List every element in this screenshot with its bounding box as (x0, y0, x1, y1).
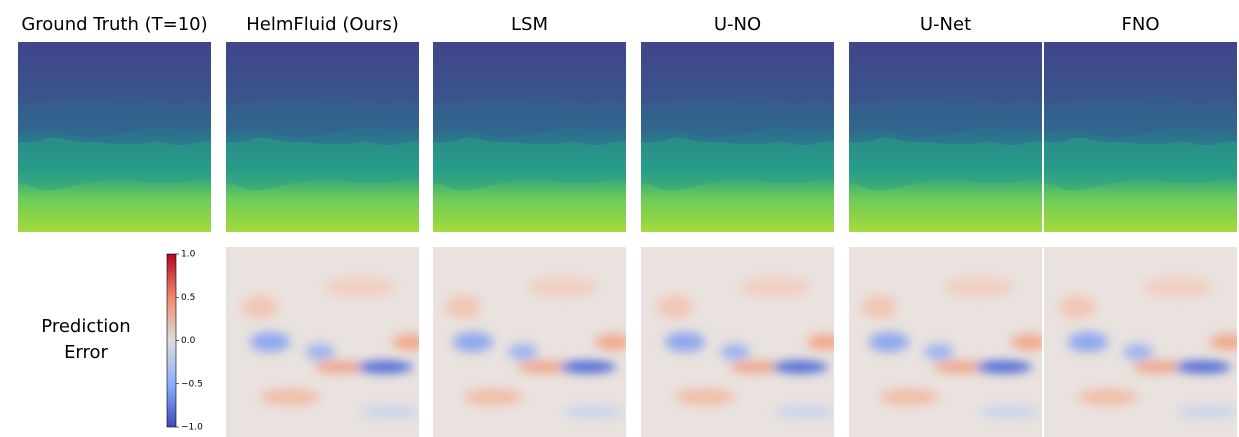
field-background (849, 42, 1042, 232)
error-blob (879, 389, 939, 405)
field-band (621, 102, 854, 132)
error-blob (357, 361, 413, 373)
error-blob (1143, 277, 1213, 297)
error-blob (1175, 361, 1231, 373)
error-blob (528, 277, 598, 297)
field-band (413, 102, 646, 132)
error-panel (849, 247, 1047, 437)
error-blob (508, 344, 538, 360)
error-blob (861, 295, 897, 319)
error-blob (772, 361, 828, 373)
error-blob (976, 361, 1032, 373)
error-blob (944, 277, 1014, 297)
error-blob (740, 277, 810, 297)
column-title: U-NO (714, 14, 761, 35)
colorbar-tick-label: 1.0 (181, 250, 196, 260)
field-band (621, 142, 854, 182)
field-panel (206, 42, 439, 232)
error-blob (1060, 295, 1096, 319)
error-blob (924, 344, 954, 360)
error-blob (979, 406, 1039, 418)
error-panel (641, 247, 843, 437)
error-blob (595, 334, 631, 350)
error-blob (1011, 334, 1047, 350)
row-label: Error (64, 342, 108, 363)
column-title: LSM (511, 14, 548, 35)
field-background (226, 42, 419, 232)
field-band (829, 142, 1062, 182)
error-blob (1068, 332, 1108, 352)
error-blob (1123, 344, 1153, 360)
colorbar-tick-label: −1.0 (181, 423, 203, 433)
field-panel (621, 42, 854, 232)
field-band (829, 102, 1062, 132)
row-label: Prediction (41, 316, 130, 337)
error-blob (720, 344, 750, 360)
field-panel (413, 42, 646, 232)
field-band (0, 142, 231, 182)
field-band (206, 102, 439, 132)
figure: Prediction Error Ground Truth (T=10) Helm… (0, 0, 1239, 437)
field-panel (1024, 42, 1239, 232)
field-texture (206, 102, 439, 182)
error-blob (807, 334, 843, 350)
error-panel (1044, 247, 1239, 437)
column-title: HelmFluid (Ours) (246, 14, 398, 35)
error-blob (360, 406, 420, 418)
error-blob (463, 389, 523, 405)
error-blob (665, 332, 705, 352)
field-panel (829, 42, 1062, 232)
error-blob (250, 332, 290, 352)
field-background (433, 42, 626, 232)
colorbar-tick-label: −0.5 (181, 379, 203, 389)
column-title: U-Net (920, 14, 971, 35)
error-blob (305, 344, 335, 360)
field-texture (1024, 102, 1239, 182)
field-band (1024, 102, 1239, 132)
error-blob (392, 334, 428, 350)
error-blob (869, 332, 909, 352)
field-panel (0, 42, 231, 232)
error-panel (226, 247, 428, 437)
error-blob (1078, 389, 1138, 405)
error-blob (453, 332, 493, 352)
field-texture (621, 102, 854, 182)
column-title: Ground Truth (T=10) (21, 14, 207, 35)
error-blob (445, 295, 481, 319)
field-background (18, 42, 211, 232)
error-blob (657, 295, 693, 319)
error-blob (1178, 406, 1238, 418)
colorbar (167, 254, 176, 427)
error-blob (242, 295, 278, 319)
field-background (641, 42, 834, 232)
column-title: FNO (1122, 14, 1160, 35)
colorbar-tick-label: 0.5 (181, 293, 195, 303)
field-texture (0, 102, 231, 182)
field-band (1024, 142, 1239, 182)
field-band (0, 102, 231, 132)
error-blob (563, 406, 623, 418)
error-panel (433, 247, 631, 437)
error-blob (260, 389, 320, 405)
field-band (206, 142, 439, 182)
field-background (1044, 42, 1237, 232)
field-band (413, 142, 646, 182)
error-blob (775, 406, 835, 418)
field-texture (829, 102, 1062, 182)
colorbar-tick-label: 0.0 (181, 336, 196, 346)
error-blob (675, 389, 735, 405)
field-texture (413, 102, 646, 182)
error-blob (560, 361, 616, 373)
error-blob (325, 277, 395, 297)
